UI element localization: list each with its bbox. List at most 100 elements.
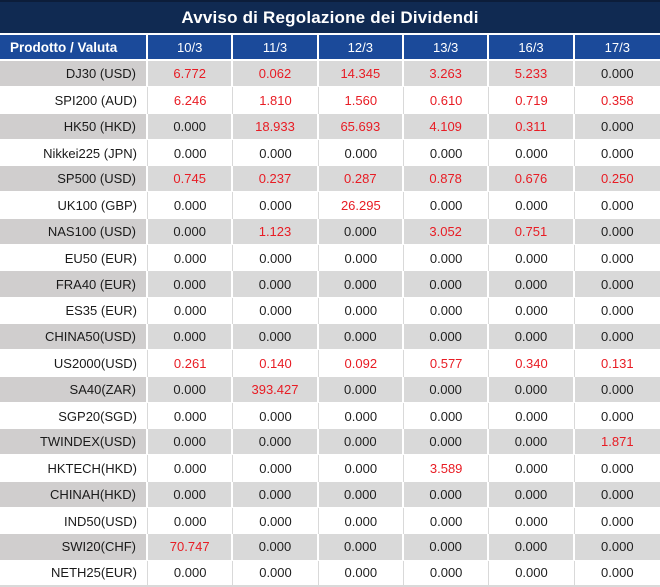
dividend-value-cell: 0.000 bbox=[318, 560, 404, 587]
dividend-value-cell: 0.000 bbox=[574, 271, 660, 298]
dividend-value-cell: 0.000 bbox=[233, 192, 319, 219]
dividend-value-cell: 0.000 bbox=[148, 429, 234, 456]
table-row: SGP20(SGD) 0.000 0.000 0.000 0.000 0.000 0.000 bbox=[0, 402, 660, 430]
dividend-value-cell: 0.000 bbox=[574, 297, 660, 324]
dividend-value-cell: 0.000 bbox=[148, 323, 234, 351]
column-header-date: 13/3 bbox=[403, 35, 490, 61]
dividend-value-cell: 0.676 bbox=[489, 166, 575, 193]
dividend-value-cell: 3.263 bbox=[403, 61, 490, 88]
dividend-value-cell: 0.000 bbox=[318, 323, 404, 351]
dividend-value-cell: 0.000 bbox=[148, 218, 234, 246]
dividend-value-cell: 0.000 bbox=[574, 560, 660, 587]
product-cell: NAS100 (USD) bbox=[0, 218, 148, 246]
dividend-value-cell: 0.000 bbox=[233, 481, 319, 509]
dividend-value-cell: 0.092 bbox=[318, 350, 404, 377]
dividend-value-cell: 0.000 bbox=[233, 560, 319, 587]
dividend-value-cell: 0.000 bbox=[148, 192, 234, 219]
dividend-value-cell: 0.000 bbox=[318, 139, 404, 167]
dividend-value-cell: 0.000 bbox=[318, 245, 404, 272]
table-row: NETH25(EUR) 0.000 0.000 0.000 0.000 0.000 0.00… bbox=[0, 560, 660, 587]
dividend-value-cell: 0.000 bbox=[574, 113, 660, 140]
product-cell: SGP20(SGD) bbox=[0, 402, 148, 430]
dividend-value-cell: 0.000 bbox=[148, 139, 234, 167]
dividend-value-cell: 0.000 bbox=[233, 455, 319, 482]
dividend-value-cell: 0.000 bbox=[148, 271, 234, 298]
dividend-value-cell: 0.000 bbox=[148, 481, 234, 509]
table-row: ES35 (EUR) 0.000 0.000 0.000 0.000 0.000 0.000 bbox=[0, 297, 660, 324]
dividend-value-cell: 0.000 bbox=[489, 429, 575, 456]
dividend-value-cell: 0.000 bbox=[233, 323, 319, 351]
dividend-value-cell: 0.140 bbox=[233, 350, 319, 377]
table-row: IND50(USD) 0.000 0.000 0.000 0.000 0.000 0.000 bbox=[0, 508, 660, 535]
dividend-value-cell: 1.871 bbox=[574, 429, 660, 456]
column-header-date: 17/3 bbox=[574, 35, 660, 61]
dividend-value-cell: 0.000 bbox=[233, 534, 319, 561]
dividend-value-cell: 0.000 bbox=[403, 192, 490, 219]
column-header-product-valuta: Prodotto / Valuta bbox=[0, 35, 148, 61]
table-row: SA40(ZAR) 0.000 393.427 0.000 0.000 0.000 0.00… bbox=[0, 376, 660, 403]
dividend-value-cell: 0.751 bbox=[489, 218, 575, 246]
table-row: FRA40 (EUR) 0.000 0.000 0.000 0.000 0.000 0.00… bbox=[0, 271, 660, 298]
dividend-value-cell: 0.719 bbox=[489, 87, 575, 114]
table-row: SP500 (USD) 0.745 0.237 0.287 0.878 0.676 0.25… bbox=[0, 166, 660, 193]
dividend-value-cell: 0.000 bbox=[574, 139, 660, 167]
dividend-value-cell: 0.610 bbox=[403, 87, 490, 114]
dividend-value-cell: 0.000 bbox=[403, 560, 490, 587]
dividend-value-cell: 0.000 bbox=[489, 192, 575, 219]
dividend-value-cell: 0.000 bbox=[403, 323, 490, 351]
dividend-value-cell: 0.000 bbox=[148, 560, 234, 587]
dividend-value-cell: 0.000 bbox=[489, 245, 575, 272]
product-cell: HK50 (HKD) bbox=[0, 113, 148, 140]
product-cell: CHINA50(USD) bbox=[0, 323, 148, 351]
product-cell: IND50(USD) bbox=[0, 508, 148, 535]
dividend-table: Prodotto / Valuta 10/3 11/3 12/3 13/3 16/3 17/… bbox=[0, 35, 660, 587]
product-cell: EU50 (EUR) bbox=[0, 245, 148, 272]
product-cell: SP500 (USD) bbox=[0, 166, 148, 193]
table-row: TWINDEX(USD) 0.000 0.000 0.000 0.000 0.000 1.8… bbox=[0, 429, 660, 456]
dividend-value-cell: 0.311 bbox=[489, 113, 575, 140]
dividend-value-cell: 0.000 bbox=[574, 245, 660, 272]
dividend-value-cell: 0.000 bbox=[403, 402, 490, 430]
dividend-value-cell: 0.000 bbox=[403, 376, 490, 403]
dividend-value-cell: 14.345 bbox=[318, 61, 404, 88]
dividend-value-cell: 0.000 bbox=[318, 271, 404, 298]
dividend-value-cell: 0.000 bbox=[489, 376, 575, 403]
product-cell: NETH25(EUR) bbox=[0, 560, 148, 587]
column-header-date: 11/3 bbox=[233, 35, 319, 61]
dividend-value-cell: 393.427 bbox=[233, 376, 319, 403]
dividend-value-cell: 0.878 bbox=[403, 166, 490, 193]
table-row: SWI20(CHF) 70.747 0.000 0.000 0.000 0.000 0.00… bbox=[0, 534, 660, 561]
dividend-value-cell: 0.000 bbox=[403, 297, 490, 324]
dividend-value-cell: 18.933 bbox=[233, 113, 319, 140]
dividend-value-cell: 0.000 bbox=[489, 139, 575, 167]
dividend-value-cell: 0.745 bbox=[148, 166, 234, 193]
dividend-value-cell: 1.123 bbox=[233, 218, 319, 246]
product-cell: DJ30 (USD) bbox=[0, 61, 148, 88]
product-cell: HKTECH(HKD) bbox=[0, 455, 148, 482]
dividend-value-cell: 0.261 bbox=[148, 350, 234, 377]
dividend-value-cell: 0.000 bbox=[403, 139, 490, 167]
dividend-value-cell: 0.000 bbox=[403, 508, 490, 535]
dividend-value-cell: 0.000 bbox=[574, 508, 660, 535]
table-row: EU50 (EUR) 0.000 0.000 0.000 0.000 0.000 0.000 bbox=[0, 245, 660, 272]
dividend-value-cell: 0.000 bbox=[318, 429, 404, 456]
table-header-row: Prodotto / Valuta 10/3 11/3 12/3 13/3 16/3 17/… bbox=[0, 35, 660, 61]
product-cell: CHINAH(HKD) bbox=[0, 481, 148, 509]
dividend-value-cell: 0.000 bbox=[233, 297, 319, 324]
table-row: DJ30 (USD) 6.772 0.062 14.345 3.263 5.233 0.00… bbox=[0, 61, 660, 88]
dividend-value-cell: 0.237 bbox=[233, 166, 319, 193]
dividend-value-cell: 3.052 bbox=[403, 218, 490, 246]
page-title: Avviso di Regolazione dei Dividendi bbox=[0, 0, 660, 35]
dividend-value-cell: 70.747 bbox=[148, 534, 234, 561]
dividend-value-cell: 0.000 bbox=[318, 508, 404, 535]
dividend-value-cell: 0.000 bbox=[574, 218, 660, 246]
dividend-value-cell: 0.000 bbox=[233, 245, 319, 272]
dividend-value-cell: 0.000 bbox=[318, 455, 404, 482]
dividend-value-cell: 0.000 bbox=[403, 481, 490, 509]
dividend-value-cell: 0.000 bbox=[574, 481, 660, 509]
dividend-value-cell: 0.000 bbox=[574, 455, 660, 482]
dividend-value-cell: 0.000 bbox=[148, 508, 234, 535]
dividend-value-cell: 0.287 bbox=[318, 166, 404, 193]
column-header-date: 12/3 bbox=[318, 35, 404, 61]
